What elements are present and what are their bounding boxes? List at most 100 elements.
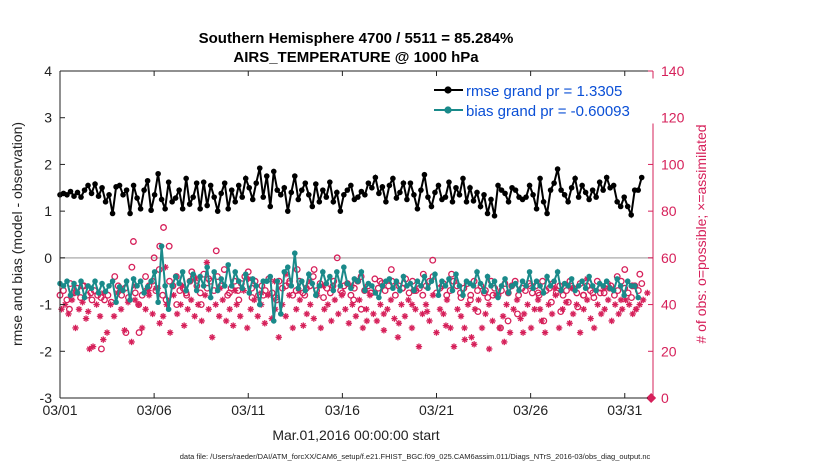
bias-point xyxy=(270,318,277,324)
asterisk-stroke xyxy=(230,322,236,329)
asterisk-stroke xyxy=(559,306,566,312)
asterisk-stroke xyxy=(353,313,359,319)
rmse-point xyxy=(291,173,298,179)
bias-point xyxy=(78,278,84,285)
obs-assimilated-marker xyxy=(373,317,381,325)
asterisk-stroke xyxy=(594,301,601,308)
rmse-point xyxy=(327,179,333,185)
asterisk-stroke xyxy=(637,301,643,308)
bias-point xyxy=(88,285,95,292)
bias-point xyxy=(586,273,592,280)
rmse-point xyxy=(621,194,627,200)
bias-point xyxy=(589,283,596,289)
bias-point xyxy=(295,285,302,292)
obs-possible-marker xyxy=(376,277,384,285)
obs-assimilated-marker xyxy=(632,306,640,313)
asterisk-stroke xyxy=(501,339,507,345)
rmse-point xyxy=(561,191,568,198)
asterisk-stroke xyxy=(381,311,387,317)
y-right-tick-label: 20 xyxy=(661,343,677,359)
bias-point xyxy=(214,287,221,294)
obs-assimilated-marker xyxy=(201,292,209,299)
asterisk-stroke xyxy=(489,318,496,324)
obs-assimilated-marker xyxy=(166,329,174,336)
obs-assimilated-marker xyxy=(100,336,107,343)
rmse-point xyxy=(547,187,554,193)
rmse-point xyxy=(162,206,168,212)
obs-assimilated-marker xyxy=(251,296,258,304)
rmse-point xyxy=(151,191,158,198)
rmse-point xyxy=(246,184,253,191)
bias-point xyxy=(302,287,309,294)
obs-possible-marker xyxy=(212,247,220,255)
bias-point xyxy=(537,283,543,289)
chart-title-line1: Southern Hemisphere 4700 / 5511 = 85.284… xyxy=(199,30,514,47)
asterisk-stroke xyxy=(482,311,489,317)
obs-possible-marker xyxy=(142,273,150,280)
bias-point xyxy=(397,287,403,294)
asterisk-stroke xyxy=(346,320,352,326)
legend-bias-marker xyxy=(444,106,452,114)
bias-point xyxy=(593,287,599,294)
asterisk-stroke xyxy=(364,318,370,324)
rmse-point xyxy=(137,206,144,212)
asterisk-stroke xyxy=(198,318,205,324)
asterisk-stroke xyxy=(444,297,450,303)
obs-assimilated-marker xyxy=(422,301,430,308)
obs-assimilated-marker xyxy=(464,301,472,308)
rmse-point xyxy=(200,179,207,185)
obs-assimilated-marker xyxy=(72,324,79,332)
bias-point xyxy=(330,287,337,294)
y-right-tick-label: 60 xyxy=(661,250,677,266)
asterisk-stroke xyxy=(297,297,303,303)
asterisk-stroke xyxy=(615,311,622,317)
asterisk-stroke xyxy=(179,283,186,289)
obs-assimilated-marker xyxy=(391,315,398,322)
obs-assimilated-marker xyxy=(454,306,461,313)
asterisk-stroke xyxy=(83,315,89,322)
y-left-tick-label: 3 xyxy=(44,110,52,126)
obs-assimilated-marker xyxy=(499,313,507,320)
x-tick-label: 03/26 xyxy=(513,402,548,418)
obs-possible-marker xyxy=(111,273,119,280)
rmse-point xyxy=(425,194,431,200)
y-axis-label-right: # of obs: o=possible; ×=assimilated xyxy=(693,124,709,343)
rmse-point xyxy=(442,194,449,200)
asterisk-stroke xyxy=(318,325,324,331)
bias-point xyxy=(263,278,270,285)
asterisk-stroke xyxy=(321,306,328,312)
rmse-point xyxy=(116,182,123,189)
obs-assimilated-marker xyxy=(524,301,531,308)
asterisk-stroke xyxy=(255,313,261,319)
asterisk-stroke xyxy=(86,346,93,352)
asterisk-stroke xyxy=(520,329,526,336)
bias-point xyxy=(474,269,480,275)
asterisk-stroke xyxy=(629,311,636,317)
obs-assimilated-marker xyxy=(597,310,605,318)
obs-assimilated-marker xyxy=(461,336,468,343)
bias-point xyxy=(376,294,382,301)
rmse-point xyxy=(295,196,302,203)
asterisk-stroke xyxy=(363,306,370,312)
rmse-point xyxy=(253,180,260,186)
obs-assimilated-marker xyxy=(534,296,542,304)
rmse-point xyxy=(498,187,505,193)
bias-point xyxy=(337,283,344,289)
asterisk-stroke xyxy=(500,313,506,319)
rmse-point xyxy=(158,196,165,203)
rmse-point xyxy=(144,177,151,184)
asterisk-stroke xyxy=(220,297,226,303)
bias-point xyxy=(477,280,484,287)
bias-point xyxy=(207,294,214,301)
obs-assimilated-marker xyxy=(590,324,598,332)
asterisk-stroke xyxy=(132,297,138,303)
obs-possible-marker xyxy=(333,254,341,262)
y-left-tick-label: -1 xyxy=(40,297,53,313)
bias-point xyxy=(183,287,189,294)
rmse-point xyxy=(586,196,592,203)
rmse-point xyxy=(376,190,382,197)
asterisk-stroke xyxy=(212,301,219,308)
rmse-point xyxy=(593,194,599,200)
obs-assimilated-marker xyxy=(496,324,503,332)
asterisk-stroke xyxy=(195,301,201,308)
